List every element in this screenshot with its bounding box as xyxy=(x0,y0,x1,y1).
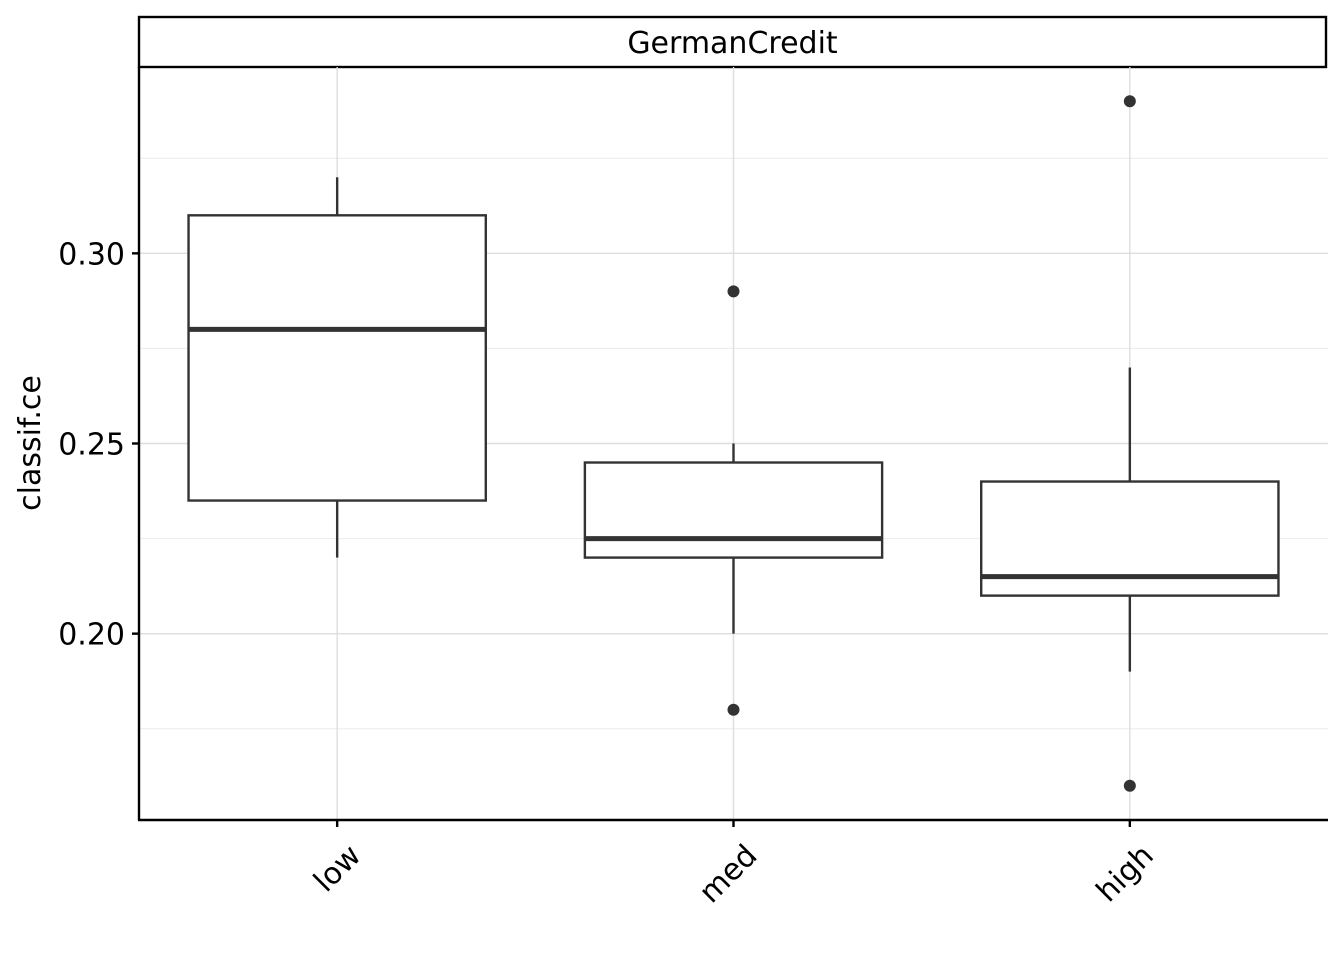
outlier-point xyxy=(1123,779,1136,792)
box-high xyxy=(980,95,1280,792)
outlier-point xyxy=(1123,95,1136,108)
facet-label: GermanCredit xyxy=(627,26,838,61)
outlier-point xyxy=(727,285,740,298)
x-tick-label: low xyxy=(307,838,368,899)
box-low xyxy=(187,177,487,558)
y-tick-label: 0.30 xyxy=(58,237,125,272)
box-layer xyxy=(187,95,1280,792)
box-body xyxy=(187,214,487,502)
box-med xyxy=(583,285,884,716)
box-body xyxy=(583,461,884,559)
facet-strip xyxy=(137,15,1328,69)
y-axis-title: classif.ce xyxy=(13,375,48,511)
x-tick-label: med xyxy=(692,838,764,910)
outlier-point xyxy=(727,703,740,716)
y-tick-label: 0.25 xyxy=(58,428,125,463)
y-tick-label: 0.20 xyxy=(58,618,125,653)
x-tick-label: high xyxy=(1090,838,1161,909)
